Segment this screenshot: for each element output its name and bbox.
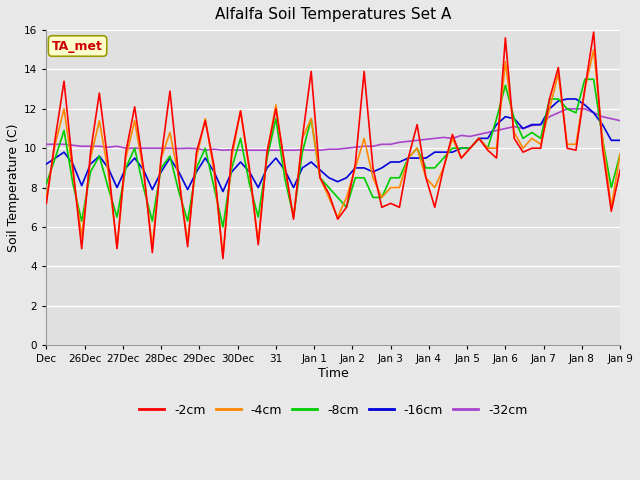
X-axis label: Time: Time (318, 367, 349, 380)
Legend: -2cm, -4cm, -8cm, -16cm, -32cm: -2cm, -4cm, -8cm, -16cm, -32cm (134, 399, 532, 422)
Y-axis label: Soil Temperature (C): Soil Temperature (C) (7, 123, 20, 252)
Text: TA_met: TA_met (52, 39, 103, 52)
Title: Alfalfa Soil Temperatures Set A: Alfalfa Soil Temperatures Set A (215, 7, 451, 22)
